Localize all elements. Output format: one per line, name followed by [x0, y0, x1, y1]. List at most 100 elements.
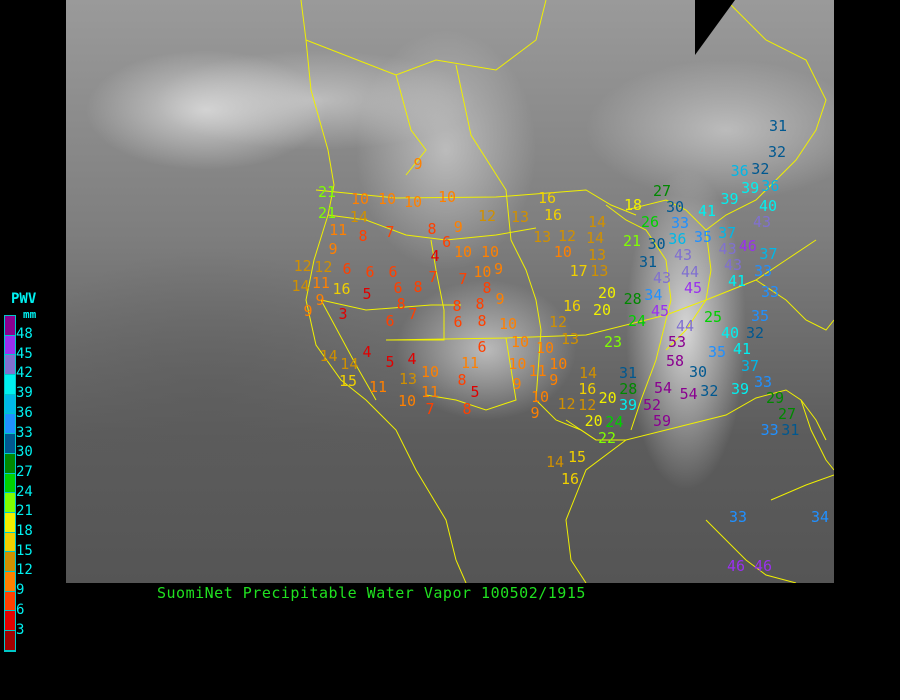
- station-pwv-value: 6: [477, 338, 487, 356]
- station-pwv-value: 45: [683, 279, 703, 298]
- station-pwv-value: 39: [741, 178, 760, 197]
- station-pwv-value: 9: [512, 375, 522, 393]
- station-pwv-value: 20: [597, 284, 617, 303]
- station-pwv-value: 15: [338, 371, 358, 390]
- station-pwv-value: 13: [510, 208, 530, 226]
- station-pwv-value: 43: [718, 239, 737, 258]
- station-pwv-value: 16: [332, 280, 351, 298]
- station-pwv-value: 20: [584, 412, 603, 431]
- station-pwv-value: 45: [650, 302, 670, 321]
- station-pwv-value: 8: [427, 220, 437, 238]
- station-pwv-value: 52: [642, 395, 662, 414]
- station-pwv-value: 12: [477, 207, 497, 225]
- station-pwv-value: 11: [528, 362, 547, 380]
- station-pwv-value: 8: [358, 227, 368, 245]
- station-pwv-value: 9: [549, 371, 559, 390]
- legend-label: 39: [16, 385, 33, 402]
- station-pwv-value: 12: [293, 257, 312, 275]
- station-pwv-value: 9: [453, 218, 463, 236]
- station-pwv-value: 40: [758, 196, 778, 215]
- station-pwv-value: 10: [498, 315, 518, 333]
- station-pwv-value: 41: [732, 339, 752, 358]
- legend-bin: [5, 631, 15, 651]
- station-pwv-value: 14: [319, 347, 338, 365]
- legend-label: 36: [16, 404, 33, 421]
- map-borders: [300, 0, 834, 583]
- legend-label: 6: [16, 601, 25, 618]
- no-data-corner: [695, 0, 735, 55]
- legend-label: 12: [16, 562, 33, 579]
- station-pwv-value: 6: [393, 278, 403, 297]
- station-pwv-value: 16: [543, 205, 563, 224]
- station-pwv-value: 9: [530, 404, 540, 423]
- station-pwv-value: 10: [420, 363, 440, 381]
- station-pwv-value: 4: [430, 247, 440, 265]
- station-pwv-value: 8: [413, 278, 423, 296]
- station-pwv-value: 27: [777, 405, 797, 424]
- station-pwv-value: 58: [665, 352, 685, 370]
- station-pwv-value: 33: [753, 372, 773, 391]
- station-pwv-value: 10: [549, 355, 568, 374]
- station-pwv-value: 24: [627, 312, 647, 330]
- station-pwv-value: 41: [727, 272, 747, 291]
- legend-unit: mm: [23, 308, 37, 321]
- satellite-map: 9 10 12 13 16 16 21 21 14 10 10 10 11 8 7 8 9 6 4 10 10 13 12 1…: [66, 0, 834, 583]
- station-pwv-value: 31: [781, 421, 800, 440]
- station-pwv-value: 7: [408, 305, 418, 323]
- station-pwv-value: 44: [680, 262, 700, 281]
- station-pwv-value: 43: [673, 246, 693, 265]
- station-pwv-value: 30: [647, 235, 666, 253]
- station-pwv-value: 15: [567, 448, 587, 466]
- station-pwv-value: 10: [453, 243, 473, 261]
- station-pwv-value: 8: [482, 278, 492, 297]
- station-pwv-value: 7: [385, 223, 395, 241]
- station-pwv-value: 33: [670, 214, 690, 233]
- legend-label: 45: [16, 345, 33, 362]
- legend-bin: [5, 335, 15, 356]
- station-pwv-value: 28: [619, 380, 638, 399]
- pwv-color-scale: [4, 315, 16, 652]
- legend-label: 33: [16, 424, 33, 441]
- station-pwv-value: 10: [437, 188, 457, 206]
- station-pwv-value: 8: [462, 399, 472, 418]
- station-pwv-value: 10: [350, 190, 370, 208]
- station-pwv-value: 36: [730, 162, 749, 180]
- station-pwv-value: 7: [428, 268, 438, 286]
- station-pwv-value: 11: [311, 274, 330, 293]
- legend-bin: [5, 453, 15, 474]
- legend-bin: [5, 473, 15, 494]
- station-pwv-value: 26: [640, 213, 660, 232]
- legend-label: 3: [16, 621, 25, 638]
- station-pwv-value: 8: [477, 312, 487, 330]
- legend-bin: [5, 552, 15, 572]
- station-pwv-value: 9: [495, 290, 505, 308]
- legend-bin: [5, 571, 15, 592]
- station-pwv-value: 7: [425, 400, 435, 418]
- station-pwv-value: 6: [365, 263, 375, 281]
- station-pwv-value: 8: [475, 295, 485, 314]
- station-pwv-value: 16: [537, 189, 557, 208]
- station-pwv-value: 30: [665, 197, 685, 216]
- legend-bin: [5, 414, 15, 435]
- station-pwv-value: 33: [728, 508, 748, 526]
- station-pwv-value: 13: [398, 370, 418, 388]
- legend-bin: [5, 532, 15, 553]
- station-pwv-value: 9: [328, 240, 338, 258]
- station-pwv-value: 10: [397, 392, 417, 410]
- station-pwv-value: 17: [569, 262, 588, 281]
- legend-label: 24: [16, 483, 33, 500]
- station-pwv-value: 37: [718, 223, 737, 242]
- legend-bin: [5, 434, 15, 454]
- legend-label: 30: [16, 444, 33, 461]
- station-pwv-value: 12: [557, 395, 576, 413]
- legend-bin: [5, 375, 15, 395]
- station-pwv-value: 13: [560, 329, 580, 348]
- station-pwv-value: 13: [533, 228, 552, 246]
- station-pwv-value: 16: [560, 470, 580, 488]
- station-pwv-value: 6: [385, 312, 395, 330]
- station-pwv-value: 46: [738, 237, 757, 255]
- station-pwv-value: 4: [362, 343, 372, 361]
- station-pwv-value: 6: [342, 260, 352, 278]
- station-pwv-value: 14: [587, 212, 607, 231]
- station-pwv-value: 10: [377, 190, 397, 208]
